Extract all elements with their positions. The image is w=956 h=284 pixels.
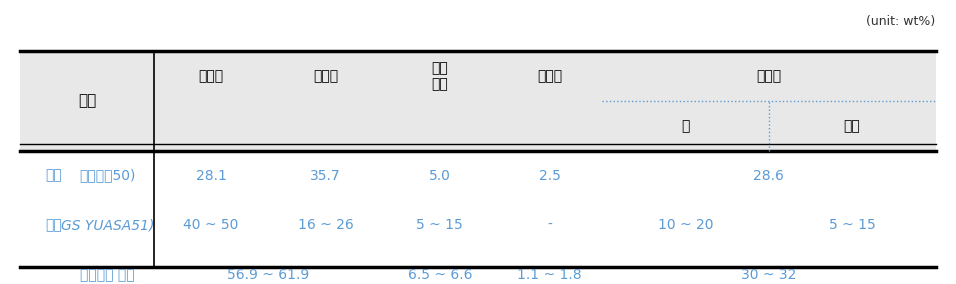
- Text: 5 ~ 15: 5 ~ 15: [417, 218, 464, 232]
- Text: 35.7: 35.7: [310, 168, 340, 183]
- Text: 1.1 ~ 1.8: 1.1 ~ 1.8: [517, 268, 582, 282]
- Text: 전해액: 전해액: [756, 69, 781, 83]
- Text: 28.1: 28.1: [196, 168, 227, 183]
- Text: 검증실험 결과: 검증실험 결과: [80, 268, 135, 282]
- Text: 금속납: 금속납: [199, 69, 224, 83]
- FancyBboxPatch shape: [20, 51, 936, 101]
- Text: 40 ~ 50: 40 ~ 50: [184, 218, 239, 232]
- Text: 5.0: 5.0: [429, 168, 451, 183]
- Text: (unit: wt%): (unit: wt%): [866, 15, 936, 28]
- Text: 56.9 ~ 61.9: 56.9 ~ 61.9: [228, 268, 310, 282]
- Text: 구분: 구분: [78, 93, 97, 108]
- Text: 국내: 국내: [46, 168, 62, 183]
- Text: 격리판: 격리판: [537, 69, 562, 83]
- Text: 5 ~ 15: 5 ~ 15: [829, 218, 876, 232]
- Text: 산화납: 산화납: [313, 69, 338, 83]
- Text: GS YUASA51): GS YUASA51): [60, 218, 154, 232]
- Text: 6.5 ~ 6.6: 6.5 ~ 6.6: [407, 268, 472, 282]
- Text: 물: 물: [681, 119, 689, 133]
- Text: 10 ~ 20: 10 ~ 20: [658, 218, 713, 232]
- Text: 합성
수지: 합성 수지: [431, 61, 448, 91]
- Text: 고려아연50): 고려아연50): [79, 168, 136, 183]
- Text: 30 ~ 32: 30 ~ 32: [741, 268, 796, 282]
- Text: 2.5: 2.5: [538, 168, 560, 183]
- Text: 일본: 일본: [46, 218, 62, 232]
- Text: 황산: 황산: [844, 119, 860, 133]
- Text: 16 ~ 26: 16 ~ 26: [297, 218, 354, 232]
- Text: 28.6: 28.6: [753, 168, 784, 183]
- FancyBboxPatch shape: [20, 101, 936, 151]
- Text: -: -: [547, 218, 552, 232]
